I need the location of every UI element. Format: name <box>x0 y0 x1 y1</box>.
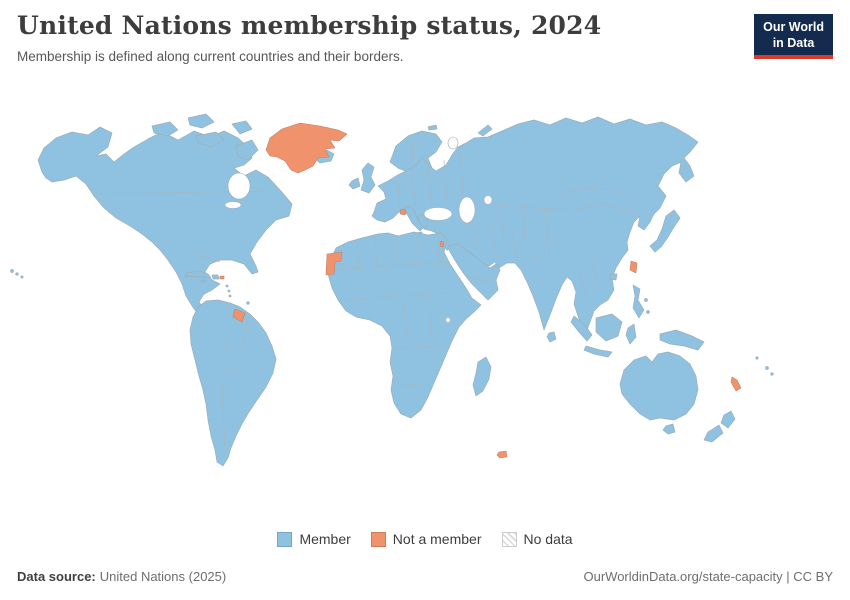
aral-sea <box>483 195 493 205</box>
map-region-greenland[interactable] <box>265 122 348 174</box>
owid-logo-line1: Our World <box>763 20 824 34</box>
map-region-svalbard[interactable] <box>427 124 438 131</box>
inland-seas <box>224 136 493 323</box>
map-region-caribbean[interactable] <box>184 270 250 305</box>
map-region-hainan[interactable] <box>609 273 618 281</box>
map-region-canadian-arctic[interactable] <box>151 113 259 161</box>
caspian-sea <box>458 196 476 224</box>
legend-no-data-label: No data <box>523 531 573 547</box>
white-sea <box>447 136 459 150</box>
map-region-japan[interactable] <box>649 209 681 253</box>
map-legend: Member Not a member No data <box>0 531 850 547</box>
black-sea <box>423 207 453 221</box>
lake-victoria <box>445 317 451 323</box>
legend-item-not-a-member[interactable]: Not a member <box>370 531 482 547</box>
map-region-kosovo[interactable] <box>399 208 407 216</box>
map-region-arabian-peninsula[interactable] <box>447 243 501 301</box>
map-region-indonesia[interactable] <box>570 313 637 358</box>
map-region-new-caledonia[interactable] <box>730 376 742 392</box>
member-swatch <box>277 531 293 547</box>
legend-item-no-data[interactable]: No data <box>501 531 573 547</box>
data-source: Data source: United Nations (2025) <box>17 569 226 584</box>
chart-subtitle: Membership is defined along current coun… <box>17 48 404 64</box>
map-region-australia[interactable] <box>619 351 699 421</box>
map-region-south-america[interactable] <box>189 299 277 467</box>
not-member-swatch <box>370 531 386 547</box>
map-region-new-zealand[interactable] <box>703 410 736 443</box>
map-region-taiwan[interactable] <box>629 260 638 274</box>
map-region-sri-lanka[interactable] <box>546 331 557 343</box>
owid-logo[interactable]: Our World in Data <box>754 14 833 60</box>
legend-member-label: Member <box>299 531 351 547</box>
map-region-pacific-islands[interactable] <box>755 356 774 376</box>
legend-item-member[interactable]: Member <box>277 531 351 547</box>
map-region-ireland[interactable] <box>348 177 361 190</box>
map-region-french-guiana[interactable] <box>232 308 246 323</box>
map-region-novaya-zemlya[interactable] <box>477 124 493 137</box>
hudson-bay <box>227 172 251 200</box>
map-region-french-southern-territories[interactable] <box>496 450 508 459</box>
map-region-philippines[interactable] <box>632 284 650 319</box>
legend-not-member-label: Not a member <box>392 531 482 547</box>
chart-title: United Nations membership status, 2024 <box>17 11 602 40</box>
map-region-united-kingdom[interactable] <box>360 162 376 194</box>
country-borders <box>99 136 651 453</box>
map-region-north-america[interactable] <box>37 126 293 321</box>
great-lakes <box>224 201 242 209</box>
map-region-hawaii[interactable] <box>10 269 24 279</box>
chart-footer: Data source: United Nations (2025) OurWor… <box>17 569 833 584</box>
map-region-western-sahara[interactable] <box>325 251 343 276</box>
map-region-puerto-rico[interactable] <box>219 275 225 280</box>
map-region-palestine[interactable] <box>439 240 445 248</box>
chart-header: United Nations membership status, 2024 M… <box>17 11 730 64</box>
map-region-madagascar[interactable] <box>472 356 492 397</box>
map-region-new-guinea[interactable] <box>659 329 705 351</box>
data-source-value: United Nations (2025) <box>99 569 227 584</box>
data-source-label: Data source: <box>17 569 96 584</box>
owid-logo-line2: in Data <box>772 35 815 50</box>
footer-link[interactable]: OurWorldinData.org/state-capacity | CC B… <box>583 569 833 584</box>
no-data-swatch <box>501 531 517 547</box>
map-region-tasmania[interactable] <box>662 423 676 435</box>
